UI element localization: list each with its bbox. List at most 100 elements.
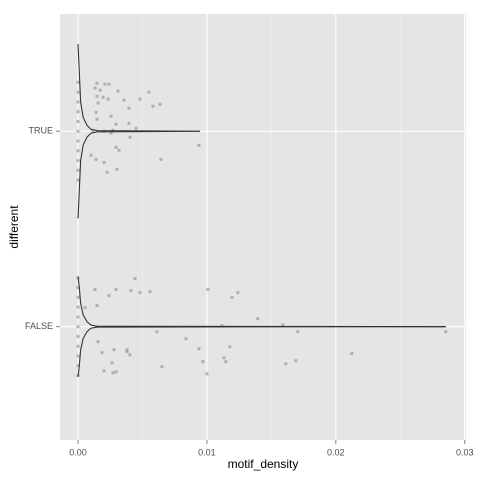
violin-lower-edge xyxy=(77,326,446,377)
x-axis-title: motif_density xyxy=(228,457,299,471)
jitter-point xyxy=(103,82,107,86)
jitter-point xyxy=(96,340,100,344)
jitter-point xyxy=(76,315,80,319)
jitter-point xyxy=(128,353,132,357)
jitter-point xyxy=(294,359,298,363)
violin-upper-edge xyxy=(77,276,446,328)
violin-lower-edge xyxy=(77,130,200,219)
jitter-point xyxy=(159,157,163,161)
jitter-point xyxy=(114,288,118,292)
jitter-point xyxy=(76,80,80,84)
jitter-point xyxy=(91,129,95,133)
jitter-point xyxy=(76,286,80,290)
jitter-point xyxy=(76,129,80,133)
jitter-point xyxy=(138,291,142,295)
jitter-point xyxy=(100,351,104,355)
jitter-point xyxy=(112,348,116,352)
jitter-point xyxy=(102,369,106,373)
jitter-point xyxy=(350,352,354,356)
jitter-point xyxy=(133,277,137,281)
jitter-point xyxy=(125,350,129,354)
jitter-point xyxy=(76,325,80,329)
jitter-point xyxy=(114,145,118,149)
jitter-point xyxy=(76,295,80,299)
jitter-point xyxy=(83,306,87,310)
jitter-point xyxy=(151,104,155,108)
jitter-point xyxy=(127,121,131,125)
jitter-point xyxy=(76,305,80,309)
jitter-point xyxy=(93,86,97,90)
jitter-point xyxy=(114,122,118,126)
jitter-point xyxy=(76,168,80,172)
jitter-point xyxy=(197,143,201,147)
y-tick-label: FALSE xyxy=(25,321,53,331)
jitter-point xyxy=(115,167,119,171)
jitter-point xyxy=(281,323,285,327)
jitter-point xyxy=(147,90,151,94)
jitter-point xyxy=(107,294,111,298)
jitter-point xyxy=(224,360,228,364)
jitter-point xyxy=(93,288,97,292)
x-tick-label: 0.01 xyxy=(198,447,216,457)
jitter-point xyxy=(230,296,234,300)
jitter-point xyxy=(155,330,159,334)
axes: 0.00 0.01 0.02 0.03 FALSE TRUE xyxy=(25,126,473,458)
jitter-point xyxy=(284,362,288,366)
jitter-point xyxy=(228,345,232,349)
jitter-point xyxy=(96,101,100,105)
jitter-point xyxy=(206,288,210,292)
marks xyxy=(76,44,448,378)
jitter-point xyxy=(76,334,80,338)
jitter-point xyxy=(109,114,113,118)
jitter-point xyxy=(117,148,121,152)
x-tick-label: 0.00 xyxy=(69,447,87,457)
x-tick-label: 0.03 xyxy=(456,447,474,457)
x-tick-label: 0.02 xyxy=(327,447,345,457)
jitter-point xyxy=(76,344,80,348)
jitter-point xyxy=(296,330,300,334)
jitter-point xyxy=(76,159,80,163)
jitter-point xyxy=(76,364,80,368)
jitter-point xyxy=(102,160,106,164)
jitter-point xyxy=(184,337,188,341)
jitter-point xyxy=(220,324,224,328)
jitter-point xyxy=(76,149,80,153)
jitter-point xyxy=(98,88,102,92)
jitter-point xyxy=(76,100,80,104)
plot-panel xyxy=(60,14,466,440)
jitter-point xyxy=(158,102,162,106)
jitter-point xyxy=(128,135,132,139)
jitter-point xyxy=(444,330,448,334)
jitter-point xyxy=(205,372,209,376)
jitter-point xyxy=(197,347,201,351)
jitter-point xyxy=(116,89,120,93)
jitter-point xyxy=(94,110,98,114)
jitter-point xyxy=(109,131,113,135)
y-axis-title: different xyxy=(7,205,21,249)
y-tick-label: TRUE xyxy=(29,126,54,136)
jitter-point xyxy=(95,117,99,121)
jitter-point xyxy=(110,361,114,365)
jitter-point xyxy=(127,106,131,110)
jitter-point xyxy=(114,370,118,374)
jitter-point xyxy=(76,354,80,358)
jitter-point xyxy=(222,356,226,360)
jitter-point xyxy=(111,371,115,375)
jitter-point xyxy=(122,98,126,102)
jitter-point xyxy=(76,139,80,143)
jitter-point xyxy=(107,82,111,86)
jitter-point xyxy=(95,81,99,85)
jitter-point xyxy=(106,97,110,101)
jitter-point xyxy=(134,126,138,130)
jitter-point xyxy=(256,317,260,321)
jitter-point xyxy=(76,119,80,123)
jitter-point xyxy=(94,157,98,161)
jitter-point xyxy=(105,170,109,174)
jitter-point xyxy=(76,110,80,114)
jitter-point xyxy=(95,94,99,98)
jitter-point xyxy=(160,365,164,369)
violin-upper-edge xyxy=(77,44,200,132)
jitter-point xyxy=(148,290,152,294)
